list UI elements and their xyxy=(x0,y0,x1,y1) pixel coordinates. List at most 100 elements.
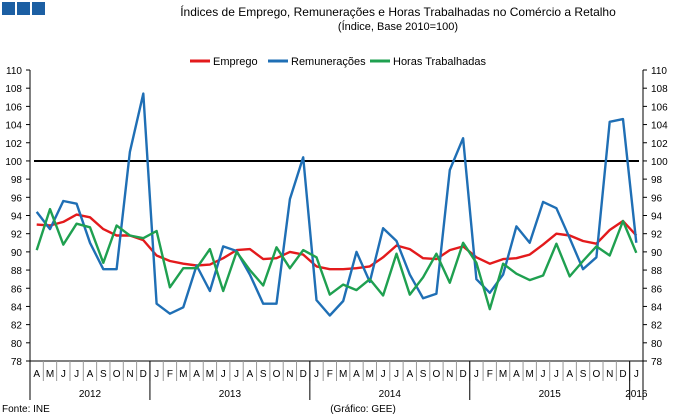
y-tick-label-left: 108 xyxy=(5,84,22,95)
x-tick-label-month: M xyxy=(526,369,534,380)
x-tick-label-month: M xyxy=(499,369,507,380)
y-tick-label-right: 110 xyxy=(651,66,667,77)
x-tick-label-year: 2016 xyxy=(625,389,648,400)
chart-subtitle: (Índice, Base 2010=100) xyxy=(338,20,458,33)
x-tick-label-month: J xyxy=(474,369,479,380)
legend-label: Horas Trabalhadas xyxy=(393,56,486,68)
y-tick-label-right: 90 xyxy=(651,248,663,259)
y-tick-label-right: 86 xyxy=(651,284,663,295)
y-tick-label-right: 108 xyxy=(651,84,668,95)
legend: Emprego Remunerações Horas Trabalhadas xyxy=(190,56,486,68)
x-tick-label-month: S xyxy=(420,369,427,380)
x-tick-label-month: O xyxy=(273,369,281,380)
y-tick-label-left: 84 xyxy=(11,302,23,313)
y-tick-label-right: 82 xyxy=(651,321,663,332)
y-tick-label-left: 100 xyxy=(5,157,22,168)
y-tick-label-right: 98 xyxy=(651,175,663,186)
x-tick-label-month: O xyxy=(592,369,600,380)
y-tick-label-left: 102 xyxy=(5,139,22,150)
y-tick-label-left: 86 xyxy=(11,284,23,295)
y-tick-label-left: 104 xyxy=(5,121,22,132)
y-tick-label-left: 82 xyxy=(11,321,23,332)
series-horas-trabalhadas-line xyxy=(35,207,638,311)
x-tick-label-month: N xyxy=(606,369,613,380)
y-tick-label-right: 94 xyxy=(651,212,663,223)
x-tick-label-month: N xyxy=(286,369,293,380)
x-tick-label-month: J xyxy=(154,369,159,380)
x-tick-label-month: S xyxy=(100,369,107,380)
x-tick-label-month: O xyxy=(433,369,441,380)
y-tick-label-left: 94 xyxy=(11,212,23,223)
x-tick-label-month: M xyxy=(46,369,54,380)
x-tick-label-year: 2014 xyxy=(379,389,402,400)
y-tick-label-left: 96 xyxy=(11,193,23,204)
x-tick-label-month: J xyxy=(381,369,386,380)
series-lines xyxy=(35,92,638,317)
x-tick-label-month: A xyxy=(566,369,573,380)
x-tick-label-month: A xyxy=(513,369,520,380)
y-tick-label-right: 96 xyxy=(651,193,663,204)
x-tick-label-month: D xyxy=(140,369,147,380)
x-tick-label-month: N xyxy=(126,369,133,380)
logo xyxy=(2,2,45,15)
x-tick-label-month: J xyxy=(541,369,546,380)
x-tick-label-year: 2013 xyxy=(219,389,242,400)
y-tick-label-right: 104 xyxy=(651,121,668,132)
axes: 78 78 80 80 82 82 84 84 86 86 88 88 90 90 92 92 94 94 96 96… xyxy=(5,66,668,400)
y-tick-label-right: 80 xyxy=(651,339,663,350)
x-tick-label-month: J xyxy=(74,369,79,380)
x-tick-label-month: J xyxy=(554,369,559,380)
logo-square xyxy=(17,2,30,15)
y-tick-label-right: 78 xyxy=(651,357,663,368)
logo-square xyxy=(2,2,15,15)
y-tick-label-right: 102 xyxy=(651,139,668,150)
y-tick-label-left: 80 xyxy=(11,339,23,350)
x-tick-label-month: J xyxy=(634,369,639,380)
y-tick-label-right: 92 xyxy=(651,230,663,241)
y-tick-label-right: 88 xyxy=(651,266,663,277)
x-tick-label-month: A xyxy=(87,369,94,380)
x-tick-label-year: 2012 xyxy=(79,389,102,400)
source-note: Fonte: INE xyxy=(2,404,50,415)
x-tick-label-month: A xyxy=(193,369,200,380)
y-tick-label-right: 100 xyxy=(651,157,668,168)
chart-title: Índices de Emprego, Remunerações e Horas… xyxy=(180,4,616,19)
y-tick-label-left: 92 xyxy=(11,230,23,241)
x-tick-label-month: S xyxy=(580,369,587,380)
y-tick-label-right: 106 xyxy=(651,102,668,113)
legend-label: Emprego xyxy=(213,56,258,68)
x-tick-label-month: A xyxy=(353,369,360,380)
x-tick-label-month: J xyxy=(314,369,319,380)
x-tick-label-month: J xyxy=(394,369,399,380)
legend-label: Remunerações xyxy=(291,56,366,68)
x-tick-label-year: 2015 xyxy=(539,389,562,400)
x-tick-label-month: J xyxy=(234,369,239,380)
y-tick-label-left: 98 xyxy=(11,175,23,186)
x-tick-label-month: N xyxy=(446,369,453,380)
y-tick-label-left: 106 xyxy=(5,102,22,113)
logo-square xyxy=(32,2,45,15)
x-tick-label-month: A xyxy=(406,369,413,380)
x-tick-label-month: M xyxy=(179,369,187,380)
x-tick-label-month: A xyxy=(33,369,40,380)
x-tick-label-month: O xyxy=(113,369,121,380)
x-tick-label-month: J xyxy=(61,369,66,380)
x-tick-label-month: F xyxy=(167,369,173,380)
series-remunera-es-line xyxy=(35,92,638,317)
x-tick-label-month: F xyxy=(327,369,333,380)
x-tick-label-month: J xyxy=(221,369,226,380)
series-emprego-line xyxy=(36,213,638,271)
y-tick-label-left: 110 xyxy=(6,66,22,77)
x-tick-label-month: A xyxy=(247,369,254,380)
x-tick-label-month: D xyxy=(300,369,307,380)
x-tick-label-month: S xyxy=(260,369,267,380)
y-tick-label-left: 90 xyxy=(11,248,23,259)
x-tick-label-month: M xyxy=(366,369,374,380)
credit-note: (Gráfico: GEE) xyxy=(330,404,396,415)
x-tick-label-month: M xyxy=(206,369,214,380)
y-tick-label-right: 84 xyxy=(651,302,663,313)
x-tick-label-month: D xyxy=(459,369,466,380)
y-tick-label-left: 78 xyxy=(11,357,23,368)
y-tick-label-left: 88 xyxy=(11,266,23,277)
